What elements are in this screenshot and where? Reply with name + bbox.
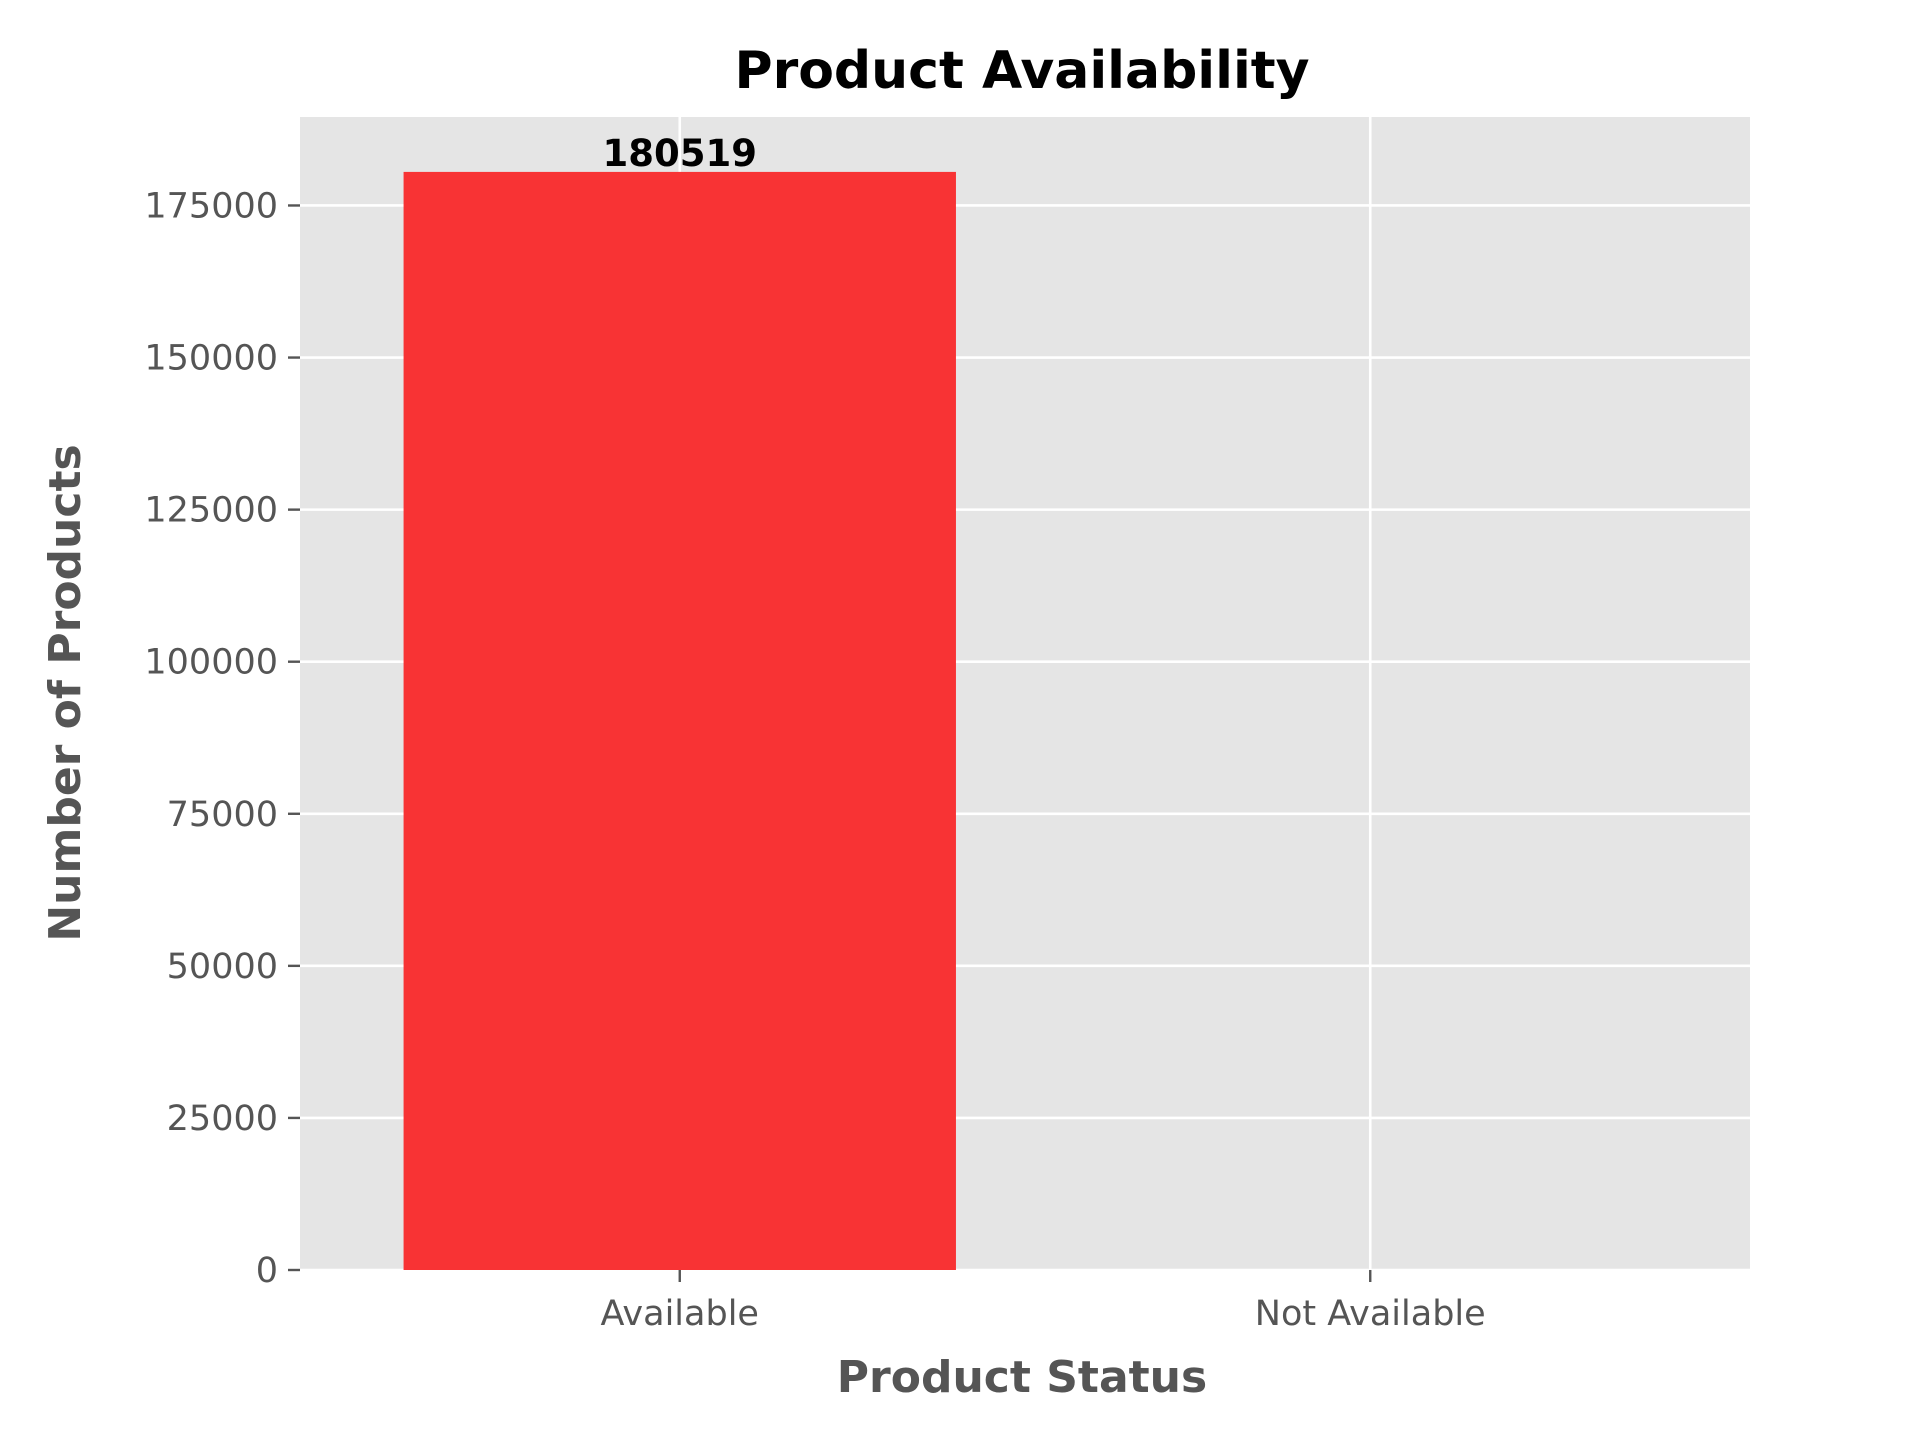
y-tick-label: 100000 xyxy=(144,643,278,683)
x-axis: Available Not Available xyxy=(601,1270,1486,1334)
y-tick-label: 0 xyxy=(256,1251,278,1291)
x-tick-label: Available xyxy=(601,1294,759,1334)
bars xyxy=(403,171,956,1271)
y-axis-title: Number of Products xyxy=(40,444,91,941)
chart-title: Product Availability xyxy=(734,41,1309,101)
y-tick-label: 75000 xyxy=(167,795,278,835)
y-tick-label: 25000 xyxy=(167,1099,278,1139)
bar-available xyxy=(403,171,956,1271)
data-labels: 180519 xyxy=(603,132,757,175)
y-tick-label: 150000 xyxy=(144,339,278,379)
x-axis-title: Product Status xyxy=(837,1352,1207,1403)
bar-value-label: 180519 xyxy=(603,132,757,175)
y-tick-label: 50000 xyxy=(167,947,278,987)
y-tick-label: 175000 xyxy=(144,186,278,226)
y-tick-label: 125000 xyxy=(144,491,278,531)
y-axis: 0 25000 50000 75000 100000 125000 150000 175000 xyxy=(144,186,300,1291)
x-tick-label: Not Available xyxy=(1255,1294,1486,1334)
